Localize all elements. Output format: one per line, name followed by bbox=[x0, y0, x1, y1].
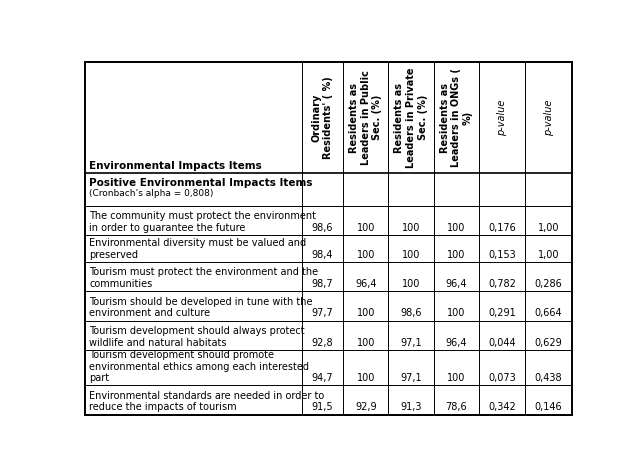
Text: 100: 100 bbox=[356, 373, 375, 383]
Text: 0,044: 0,044 bbox=[488, 338, 516, 348]
Text: 98,6: 98,6 bbox=[312, 223, 333, 233]
Text: 100: 100 bbox=[402, 279, 420, 289]
Text: 100: 100 bbox=[356, 223, 375, 233]
Text: p-value: p-value bbox=[544, 100, 554, 136]
Text: 97,1: 97,1 bbox=[400, 373, 422, 383]
Text: 0,286: 0,286 bbox=[535, 279, 562, 289]
Text: 1,00: 1,00 bbox=[538, 223, 560, 233]
Text: 91,3: 91,3 bbox=[400, 403, 422, 413]
Text: 78,6: 78,6 bbox=[445, 403, 467, 413]
Text: (Cronbach’s alpha = 0,808): (Cronbach’s alpha = 0,808) bbox=[89, 189, 213, 198]
Text: 100: 100 bbox=[447, 223, 465, 233]
Text: 100: 100 bbox=[447, 308, 465, 319]
Text: 0,438: 0,438 bbox=[535, 373, 562, 383]
Text: The community must protect the environment
in order to guarantee the future: The community must protect the environme… bbox=[89, 211, 316, 233]
Text: 94,7: 94,7 bbox=[312, 373, 333, 383]
Text: 100: 100 bbox=[447, 373, 465, 383]
Text: 100: 100 bbox=[356, 338, 375, 348]
Text: 0,073: 0,073 bbox=[488, 373, 516, 383]
Text: 98,4: 98,4 bbox=[312, 250, 333, 260]
Text: 97,1: 97,1 bbox=[400, 338, 422, 348]
Text: Tourism development should promote
environmental ethics among each interested
pa: Tourism development should promote envir… bbox=[89, 350, 309, 383]
Text: 100: 100 bbox=[356, 250, 375, 260]
Text: 0,782: 0,782 bbox=[488, 279, 516, 289]
Text: Tourism must protect the environment and the
communities: Tourism must protect the environment and… bbox=[89, 268, 318, 289]
Text: 0,176: 0,176 bbox=[488, 223, 516, 233]
Text: 92,8: 92,8 bbox=[312, 338, 333, 348]
Text: 100: 100 bbox=[402, 250, 420, 260]
Text: 100: 100 bbox=[402, 223, 420, 233]
Text: 0,629: 0,629 bbox=[535, 338, 562, 348]
Text: p-value: p-value bbox=[497, 100, 507, 136]
Text: Ordinary
Residents' ( %): Ordinary Residents' ( %) bbox=[312, 76, 333, 159]
Text: Tourism should be developed in tune with the
environment and culture: Tourism should be developed in tune with… bbox=[89, 297, 313, 319]
Text: 98,7: 98,7 bbox=[312, 279, 333, 289]
Text: 0,342: 0,342 bbox=[488, 403, 516, 413]
Text: Residents as
Leaders in Private
Sec. (%): Residents as Leaders in Private Sec. (%) bbox=[394, 67, 428, 168]
Text: Positive Environmental Impacts Items: Positive Environmental Impacts Items bbox=[89, 178, 313, 188]
Text: 92,9: 92,9 bbox=[355, 403, 376, 413]
Text: 0,146: 0,146 bbox=[535, 403, 562, 413]
Text: 0,664: 0,664 bbox=[535, 308, 562, 319]
Text: 96,4: 96,4 bbox=[445, 338, 467, 348]
Text: Environmental diversity must be valued and
preserved: Environmental diversity must be valued a… bbox=[89, 238, 306, 260]
Text: Environmental standards are needed in order to
reduce the impacts of tourism: Environmental standards are needed in or… bbox=[89, 391, 324, 413]
Text: 96,4: 96,4 bbox=[445, 279, 467, 289]
Text: Residents as
Leaders in Public
Sec. (%): Residents as Leaders in Public Sec. (%) bbox=[349, 70, 382, 165]
Text: 100: 100 bbox=[447, 250, 465, 260]
Text: 0,291: 0,291 bbox=[488, 308, 516, 319]
Text: 100: 100 bbox=[356, 308, 375, 319]
Text: 96,4: 96,4 bbox=[355, 279, 376, 289]
Text: Tourism development should always protect
wildlife and natural habitats: Tourism development should always protec… bbox=[89, 326, 304, 348]
Text: 0,153: 0,153 bbox=[488, 250, 516, 260]
Text: 91,5: 91,5 bbox=[312, 403, 333, 413]
Text: 98,6: 98,6 bbox=[400, 308, 422, 319]
Text: Residents as
Leaders in ONGs (
%): Residents as Leaders in ONGs ( %) bbox=[440, 68, 473, 167]
Text: Environmental Impacts Items: Environmental Impacts Items bbox=[89, 160, 262, 170]
Text: 97,7: 97,7 bbox=[312, 308, 333, 319]
Text: 1,00: 1,00 bbox=[538, 250, 560, 260]
